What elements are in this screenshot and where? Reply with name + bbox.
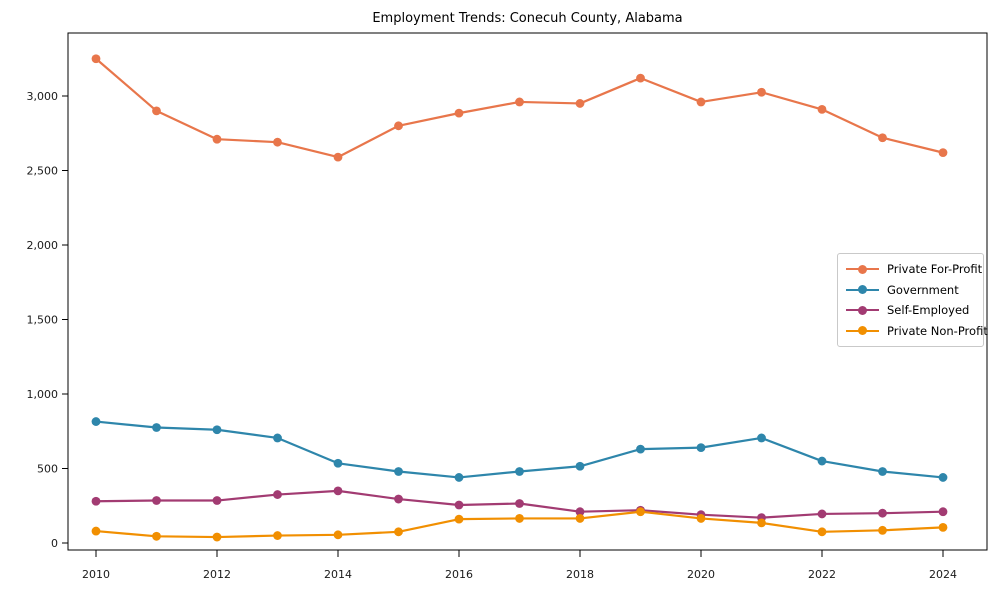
data-point-government <box>696 443 706 453</box>
legend-label: Self-Employed <box>887 303 970 318</box>
data-point-government <box>636 444 645 454</box>
data-point-self-employed <box>273 490 282 499</box>
x-tick-label: 2018 <box>566 568 594 581</box>
data-point-self-employed <box>212 496 222 505</box>
data-point-private-non-profit <box>91 526 101 536</box>
data-point-private-non-profit <box>273 531 282 540</box>
data-point-private-non-profit <box>394 527 403 537</box>
data-point-government <box>575 461 585 471</box>
data-point-self-employed <box>515 499 524 508</box>
data-point-private-for-profit <box>152 106 161 116</box>
data-point-private-non-profit <box>212 532 222 542</box>
x-tick-label: 2016 <box>445 568 473 581</box>
data-point-private-non-profit <box>333 530 343 540</box>
x-tick-label: 2014 <box>324 568 352 581</box>
data-point-private-for-profit <box>273 137 282 147</box>
data-point-government <box>878 467 887 476</box>
data-point-private-non-profit <box>938 522 948 532</box>
data-point-government <box>757 433 766 443</box>
data-point-government <box>454 473 464 482</box>
data-point-private-for-profit <box>636 73 645 83</box>
data-point-self-employed <box>394 494 403 504</box>
data-point-private-for-profit <box>394 121 403 131</box>
data-point-private-for-profit <box>454 108 464 118</box>
data-point-private-for-profit <box>515 97 524 107</box>
data-point-private-for-profit <box>757 87 766 97</box>
legend-marker-icon <box>846 326 879 336</box>
data-point-private-non-profit <box>636 507 645 517</box>
data-point-private-for-profit <box>817 105 827 114</box>
x-tick-label: 2024 <box>929 568 957 581</box>
data-point-government <box>515 467 524 476</box>
data-point-private-non-profit <box>454 514 464 524</box>
data-point-government <box>333 458 343 468</box>
series-line-private-for-profit <box>94 57 945 159</box>
y-tick-label: 500 <box>37 463 58 476</box>
data-point-self-employed <box>817 509 827 519</box>
axes-frame <box>67 32 988 551</box>
y-tick-label: 3,000 <box>27 90 59 103</box>
legend-item-private-for-profit: Private For-Profit <box>846 259 982 279</box>
data-point-government <box>152 423 161 432</box>
data-point-private-for-profit <box>575 99 585 108</box>
data-point-private-non-profit <box>575 514 585 523</box>
x-tick-label: 2020 <box>687 568 715 581</box>
legend-label: Government <box>887 282 959 297</box>
data-point-self-employed <box>91 496 101 506</box>
legend-item-private-non-profit: Private Non-Profit <box>846 321 988 341</box>
data-point-private-for-profit <box>91 54 101 64</box>
data-point-government <box>273 433 282 443</box>
legend-item-self-employed: Self-Employed <box>846 300 977 320</box>
data-point-government <box>938 473 948 482</box>
data-point-self-employed <box>938 507 948 517</box>
data-point-private-non-profit <box>152 531 161 541</box>
data-point-government <box>212 425 222 435</box>
data-point-self-employed <box>454 500 464 510</box>
data-point-private-non-profit <box>696 514 706 523</box>
legend-marker-icon <box>846 285 879 295</box>
legend-dot-icon <box>858 285 867 295</box>
legend-dot-icon <box>858 305 867 315</box>
data-point-private-for-profit <box>333 152 343 162</box>
data-point-self-employed <box>152 496 161 505</box>
data-point-self-employed <box>333 486 343 496</box>
data-point-private-non-profit <box>817 527 827 537</box>
y-tick-label: 0 <box>51 537 58 550</box>
x-tick-label: 2012 <box>203 568 231 581</box>
data-point-government <box>817 456 827 466</box>
legend-marker-icon <box>846 305 879 315</box>
legend-label: Private Non-Profit <box>887 323 988 338</box>
data-point-self-employed <box>878 508 887 518</box>
chart-title: Employment Trends: Conecuh County, Alaba… <box>372 11 683 26</box>
data-point-private-non-profit <box>515 514 524 523</box>
data-point-private-for-profit <box>696 97 706 107</box>
x-tick-label: 2022 <box>808 568 836 581</box>
data-point-private-for-profit <box>878 133 887 143</box>
data-point-self-employed <box>575 507 585 517</box>
data-point-private-for-profit <box>938 148 948 158</box>
data-point-private-for-profit <box>212 134 222 144</box>
data-point-private-non-profit <box>757 518 766 528</box>
legend-dot-icon <box>858 326 867 336</box>
x-tick-label: 2010 <box>82 568 110 581</box>
legend-marker-icon <box>846 264 879 274</box>
data-point-private-non-profit <box>878 525 887 535</box>
legend-dot-icon <box>858 264 867 274</box>
data-point-government <box>394 467 403 476</box>
y-tick-label: 1,000 <box>27 388 59 401</box>
y-tick-label: 2,000 <box>27 239 59 252</box>
y-tick-label: 1,500 <box>27 314 59 327</box>
legend: Private For-Profit Government Self-Employe… <box>837 253 988 347</box>
y-tick-label: 2,500 <box>27 165 59 178</box>
data-point-government <box>91 417 101 426</box>
legend-label: Private For-Profit <box>887 262 983 277</box>
legend-item-government: Government <box>846 280 977 300</box>
